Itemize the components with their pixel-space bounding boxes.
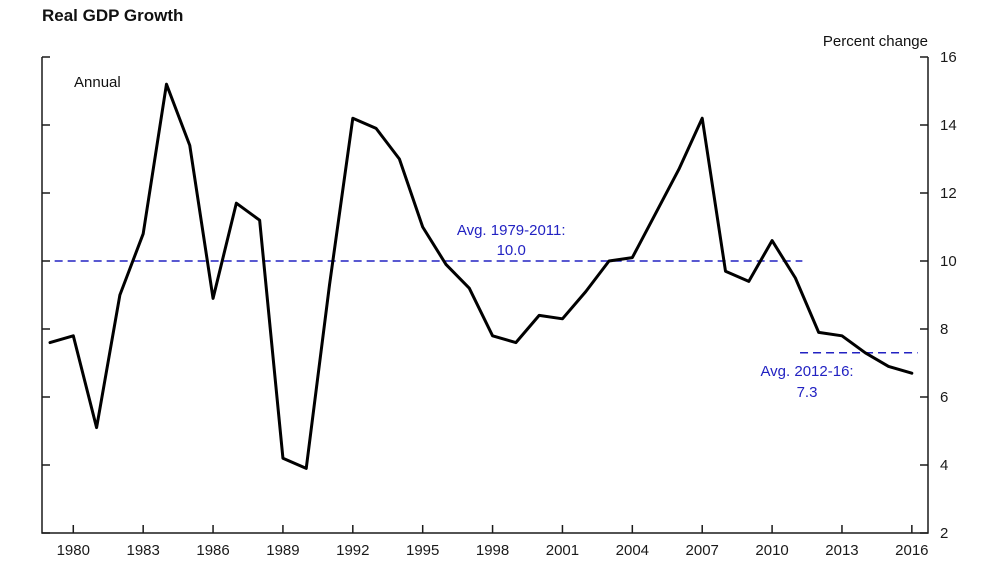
y-tick-label: 16 [940,49,957,66]
reference-value-avg-2012-16: 7.3 [797,384,818,401]
y-tick-label: 2 [940,525,948,542]
axis-frame [41,57,929,534]
frequency-label: Annual [74,74,121,91]
x-tick-label: 1989 [266,542,299,559]
reference-label-avg-2012-16: Avg. 2012-16: [760,363,853,380]
y-tick-label: 6 [940,389,948,406]
chart-title: Real GDP Growth [42,6,184,25]
x-tick-label: 1980 [57,542,90,559]
x-tick-label: 1992 [336,542,369,559]
x-tick-label: 2007 [686,542,719,559]
x-tick-label: 2010 [755,542,788,559]
x-tick-label: 2013 [825,542,858,559]
x-tick-label: 1998 [476,542,509,559]
y-tick-label: 12 [940,185,957,202]
percent-change-axis-label: Percent change [822,33,928,50]
x-tick-label: 2001 [546,542,579,559]
x-tick-label: 1986 [196,542,229,559]
y-tick-label: 8 [940,321,948,338]
x-tick-label: 1995 [406,542,439,559]
y-tick-label: 14 [940,117,957,134]
x-tick-label: 2004 [616,542,649,559]
y-tick-label: 10 [940,253,957,270]
reference-label-avg-1979-2011: Avg. 1979-2011: [457,222,566,239]
x-tick-label: 1983 [126,542,159,559]
x-tick-label: 2016 [895,542,928,559]
gdp-growth-series [48,82,914,470]
reference-value-avg-1979-2011: 10.0 [497,242,526,259]
y-tick-label: 4 [940,457,948,474]
